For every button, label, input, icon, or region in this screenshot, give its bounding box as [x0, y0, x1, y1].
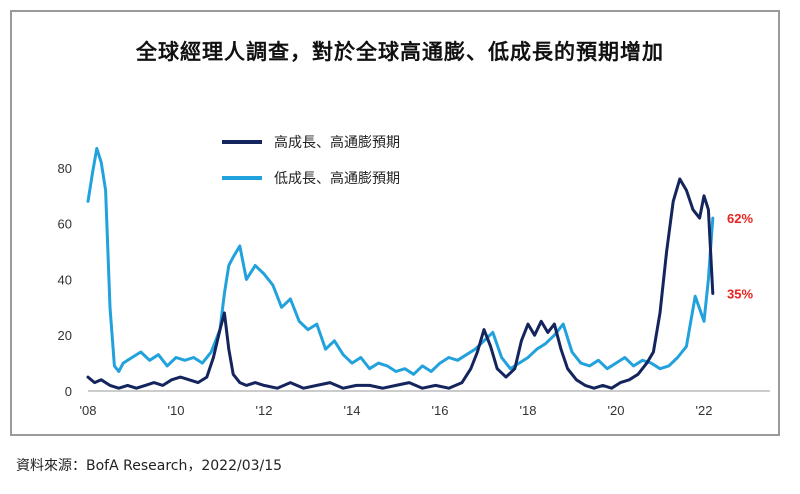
tick-labels: '08 '10 '12 '14 '16 '18 '20 '22 0 20 40 60 80 — [58, 161, 713, 418]
x-tick-label: '16 — [432, 403, 449, 418]
legend-label: 高成長、高通膨預期 — [274, 134, 400, 151]
series-line-0 — [86, 177, 715, 390]
y-tick-label: 20 — [58, 328, 72, 343]
x-tick-label: '22 — [696, 403, 713, 418]
series-line-1 — [86, 146, 715, 376]
x-tick-label: '20 — [608, 403, 625, 418]
end-value-label: 62% — [727, 211, 753, 226]
x-tick-label: '18 — [520, 403, 537, 418]
legend-label: 低成長、高通膨預期 — [274, 170, 400, 187]
end-labels: 35% 62% — [727, 211, 753, 301]
y-tick-label: 0 — [65, 384, 72, 399]
x-tick-label: '14 — [344, 403, 361, 418]
y-tick-label: 80 — [58, 161, 72, 176]
x-tick-label: '10 — [168, 403, 185, 418]
x-tick-label: '12 — [256, 403, 273, 418]
y-tick-label: 40 — [58, 272, 72, 287]
y-tick-label: 60 — [58, 217, 72, 232]
x-tick-label: '08 — [80, 403, 97, 418]
end-value-label: 35% — [727, 286, 753, 301]
series-lines — [86, 146, 715, 390]
chart-title: 全球經理人調查，對於全球高通膨、低成長的預期增加 — [136, 40, 664, 64]
source-note: 資料來源：BofA Research，2022/03/15 — [16, 458, 283, 474]
